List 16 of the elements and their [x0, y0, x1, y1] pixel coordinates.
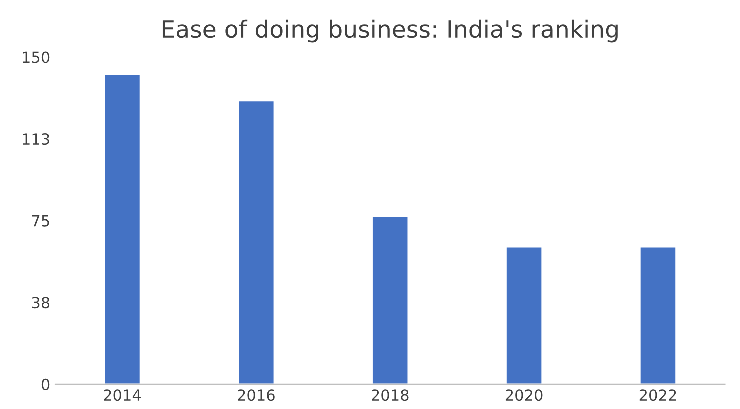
x-tick-label: 2022 — [640, 390, 676, 402]
y-tick-label: 113 — [23, 134, 50, 146]
bar — [104, 74, 142, 384]
x-tick-label: 2020 — [506, 390, 543, 402]
y-tick-label: 75 — [32, 216, 50, 227]
y-tick-label: 0 — [42, 378, 50, 390]
x-tick-label: 2018 — [372, 390, 409, 402]
x-tick-label: 2014 — [104, 390, 142, 402]
bar — [639, 246, 678, 384]
bar — [506, 246, 544, 384]
chart-title: Ease of doing business: India's ranking — [162, 20, 618, 43]
y-tick-label: 150 — [23, 52, 50, 64]
x-tick-label: 2016 — [238, 390, 275, 402]
y-tick-label: 38 — [32, 297, 50, 309]
bar — [372, 216, 410, 384]
bar — [238, 100, 276, 384]
